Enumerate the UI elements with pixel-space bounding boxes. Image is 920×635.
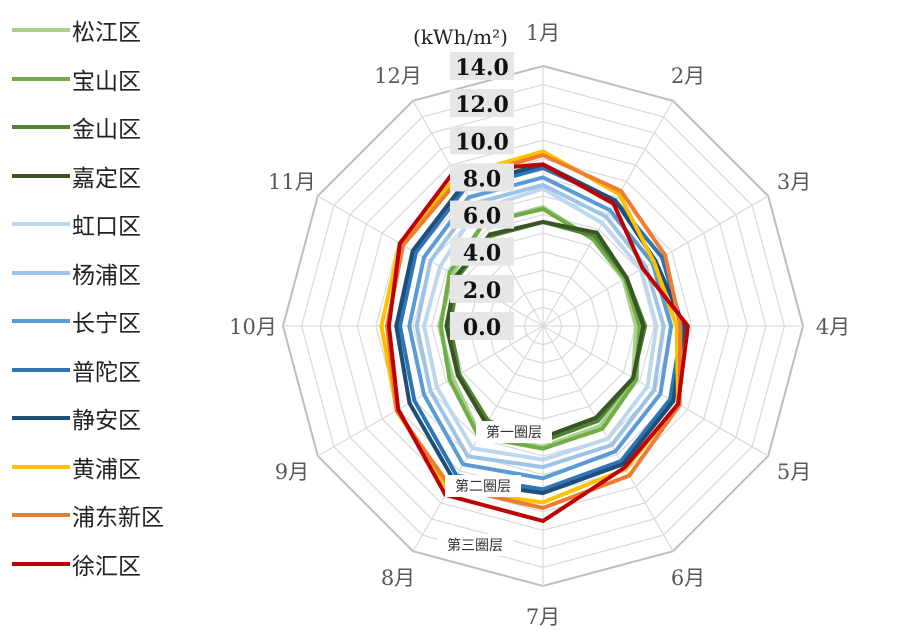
ring-label: 第三圈层 — [447, 537, 503, 554]
legend-swatch — [12, 173, 70, 178]
radial-tick-label: 4.0 — [463, 241, 501, 267]
category-label: 4月 — [816, 315, 850, 339]
legend-item: 浦东新区 — [12, 491, 192, 540]
series-line — [414, 182, 666, 470]
legend-item: 嘉定区 — [12, 152, 192, 201]
legend-item: 静安区 — [12, 394, 192, 443]
legend-item: 宝山区 — [12, 55, 192, 104]
legend-item: 黄浦区 — [12, 443, 192, 492]
legend-swatch — [12, 464, 70, 469]
tick-label-bg — [450, 126, 514, 155]
category-label: 8月 — [381, 566, 415, 590]
category-label: 9月 — [275, 460, 309, 484]
category-label: 7月 — [526, 605, 560, 629]
ring-label: 第二圈层 — [455, 478, 511, 495]
grid-spoke — [542, 100, 674, 327]
series-line — [398, 166, 685, 492]
category-label: 2月 — [671, 64, 705, 88]
legend-swatch — [12, 416, 70, 421]
legend-item: 松江区 — [12, 6, 192, 55]
legend-swatch — [12, 367, 70, 372]
legend-label: 松江区 — [72, 20, 141, 47]
legend-item: 虹口区 — [12, 200, 192, 249]
category-label: 3月 — [777, 170, 811, 194]
legend-swatch — [12, 76, 70, 81]
legend-swatch — [12, 222, 70, 227]
radial-tick-label: 8.0 — [463, 166, 501, 192]
legend-label: 徐汇区 — [72, 553, 141, 580]
tick-label-bg — [450, 89, 514, 118]
ring-label-bg — [476, 421, 552, 443]
legend-item: 杨浦区 — [12, 249, 192, 298]
legend-swatch — [12, 270, 70, 275]
legend-label: 浦东新区 — [72, 505, 164, 532]
unit-label: (kWh/m²) — [413, 25, 508, 49]
category-label: 5月 — [777, 460, 811, 484]
legend: 松江区宝山区金山区嘉定区虹口区杨浦区长宁区普陀区静安区黄浦区浦东新区徐汇区 — [12, 6, 192, 588]
tick-label-bg — [450, 163, 514, 192]
legend-label: 杨浦区 — [72, 262, 141, 289]
ring-label-bg — [437, 534, 513, 556]
radial-tick-label: 2.0 — [463, 278, 501, 304]
legend-item: 长宁区 — [12, 297, 192, 346]
tick-label-bg — [450, 312, 514, 340]
legend-label: 嘉定区 — [72, 165, 141, 192]
legend-label: 金山区 — [72, 117, 141, 144]
ring-label: 第一圈层 — [486, 424, 542, 441]
tick-label-bg — [450, 200, 514, 229]
legend-swatch — [12, 513, 70, 518]
tick-label-bg — [450, 237, 514, 266]
legend-label: 长宁区 — [72, 311, 141, 338]
radial-tick-label: 0.0 — [463, 315, 501, 341]
legend-swatch — [12, 561, 70, 566]
radial-tick-label: 12.0 — [455, 92, 509, 118]
legend-label: 宝山区 — [72, 68, 141, 95]
radial-tick-label: 6.0 — [463, 204, 501, 230]
series-line — [385, 153, 683, 510]
category-label: 1月 — [526, 21, 560, 45]
category-label: 10月 — [229, 315, 277, 339]
legend-label: 虹口区 — [72, 214, 141, 241]
tick-label-bg — [450, 52, 514, 80]
tick-label-bg — [450, 274, 514, 303]
category-label: 6月 — [671, 566, 705, 590]
legend-swatch — [12, 28, 70, 33]
legend-label: 静安区 — [72, 408, 141, 435]
category-label: 12月 — [374, 64, 422, 88]
category-label: 11月 — [268, 170, 316, 194]
radial-tick-label: 10.0 — [455, 129, 509, 155]
legend-label: 普陀区 — [72, 359, 141, 386]
legend-item: 徐汇区 — [12, 540, 192, 589]
legend-swatch — [12, 125, 70, 130]
series-line — [386, 162, 690, 523]
ring-label-bg — [445, 475, 521, 497]
legend-item: 金山区 — [12, 103, 192, 152]
legend-item: 普陀区 — [12, 346, 192, 395]
legend-label: 黄浦区 — [72, 456, 141, 483]
legend-swatch — [12, 319, 70, 324]
radial-tick-label: 14.0 — [455, 55, 509, 81]
